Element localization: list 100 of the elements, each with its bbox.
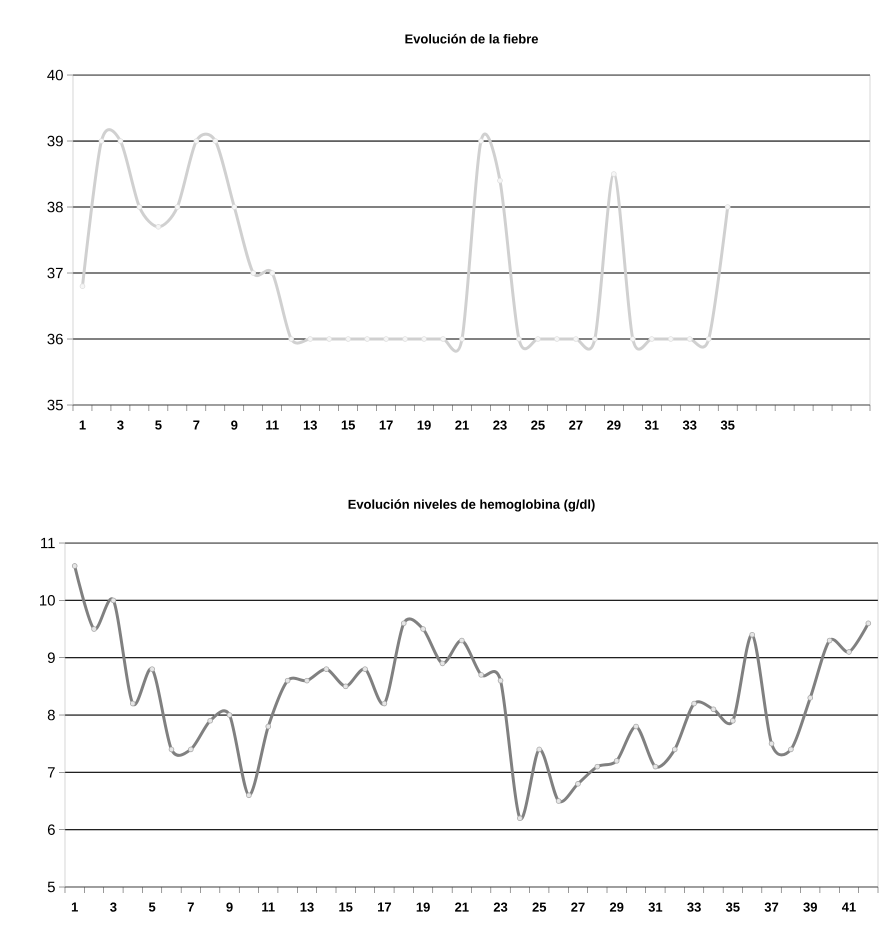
x-tick-label: 7 — [188, 902, 194, 912]
point — [706, 336, 712, 342]
x-tick-label: 3 — [117, 420, 124, 430]
point — [420, 626, 426, 632]
point — [652, 764, 658, 770]
point — [383, 336, 389, 342]
point — [556, 798, 562, 804]
x-tick-label: 9 — [226, 902, 233, 912]
point — [400, 620, 407, 626]
point — [686, 336, 693, 342]
x-tick-label: 1 — [72, 902, 78, 912]
x-tick-label: 21 — [455, 902, 469, 912]
point — [672, 746, 678, 752]
x-tick-label: 5 — [155, 420, 162, 430]
point — [421, 336, 427, 342]
point — [573, 336, 579, 342]
point — [648, 336, 655, 342]
x-tick-label: 19 — [418, 420, 431, 430]
point — [342, 684, 348, 690]
x-tick-label: 7 — [193, 420, 200, 430]
point — [516, 336, 522, 342]
y-tick-label: 35 — [47, 400, 63, 410]
point — [136, 204, 142, 210]
point — [362, 666, 368, 672]
point — [440, 336, 446, 342]
y-tick-label: 39 — [47, 136, 63, 146]
point — [307, 336, 313, 342]
x-tick-label: 19 — [416, 902, 430, 912]
point — [668, 336, 674, 342]
x-tick-label: 15 — [339, 902, 353, 912]
x-tick-label: 29 — [610, 902, 624, 912]
point — [633, 724, 639, 730]
point — [592, 336, 598, 342]
point — [554, 336, 560, 342]
point — [478, 672, 484, 678]
y-tick-label: 9 — [48, 652, 55, 663]
point — [212, 138, 218, 144]
x-tick-label: 27 — [571, 902, 585, 912]
x-tick-label: 11 — [262, 902, 275, 912]
x-tick-label: 35 — [726, 902, 740, 912]
x-tick-label: 1 — [80, 420, 86, 430]
point — [250, 270, 256, 276]
x-tick-label: 9 — [231, 420, 238, 430]
x-tick-label: 39 — [803, 902, 817, 912]
point — [246, 792, 252, 798]
x-tick-label: 41 — [842, 902, 856, 912]
point — [807, 695, 814, 701]
point — [72, 563, 78, 569]
x-tick-label: 5 — [148, 902, 156, 912]
x-tick-label: 21 — [455, 420, 469, 430]
point — [459, 638, 465, 644]
x-tick-label: 29 — [607, 420, 621, 430]
point — [284, 678, 290, 684]
y-tick-label: 5 — [48, 882, 55, 892]
y-tick-label: 10 — [40, 595, 55, 606]
point — [156, 224, 162, 230]
y-tick-label: 38 — [47, 202, 63, 212]
point — [691, 700, 697, 706]
point — [536, 746, 542, 752]
point — [768, 740, 774, 746]
point — [194, 138, 200, 144]
point — [91, 626, 97, 632]
point — [440, 660, 446, 666]
point — [174, 204, 180, 210]
point — [710, 706, 716, 712]
x-tick-label: 13 — [304, 420, 317, 430]
x-tick-label: 23 — [493, 420, 507, 430]
point — [611, 171, 617, 177]
point — [459, 336, 465, 342]
point — [168, 746, 174, 752]
x-tick-label: 35 — [720, 420, 735, 430]
point — [730, 718, 736, 724]
x-tick-label: 17 — [378, 902, 392, 912]
x-tick-label: 15 — [342, 420, 355, 430]
point — [80, 283, 86, 290]
y-tick-label: 40 — [47, 70, 63, 80]
x-tick-label: 31 — [648, 902, 662, 912]
x-tick-label: 37 — [764, 902, 778, 912]
point — [846, 649, 852, 655]
point — [288, 336, 294, 342]
x-tick-label: 23 — [494, 902, 508, 912]
x-tick-label: 13 — [300, 902, 314, 912]
point — [265, 724, 272, 730]
point — [517, 815, 523, 822]
point — [382, 700, 388, 706]
point — [498, 678, 504, 684]
x-tick-label: 11 — [266, 420, 279, 430]
x-tick-label: 33 — [687, 902, 701, 912]
point — [118, 138, 124, 144]
chart-title: Evolución niveles de hemoglobina (g/dl) — [348, 499, 595, 512]
x-tick-label: 25 — [531, 420, 545, 430]
point — [364, 336, 370, 342]
point — [188, 746, 194, 752]
chart-title: Evolución de la fiebre — [405, 34, 538, 44]
point — [594, 764, 600, 770]
point — [535, 336, 541, 342]
x-tick-label: 3 — [110, 902, 117, 912]
y-tick-label: 11 — [41, 538, 55, 548]
point — [149, 666, 155, 672]
y-tick-label: 8 — [48, 710, 55, 720]
